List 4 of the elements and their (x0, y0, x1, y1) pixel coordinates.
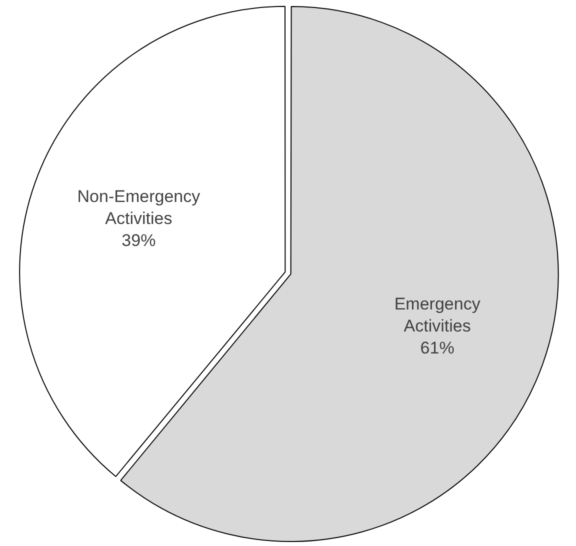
slice-label: Emergency Activities (394, 294, 481, 336)
slice-label: Non-Emergency Activities (77, 186, 201, 228)
data-label: 39% (122, 230, 156, 250)
data-label: 61% (420, 338, 454, 358)
